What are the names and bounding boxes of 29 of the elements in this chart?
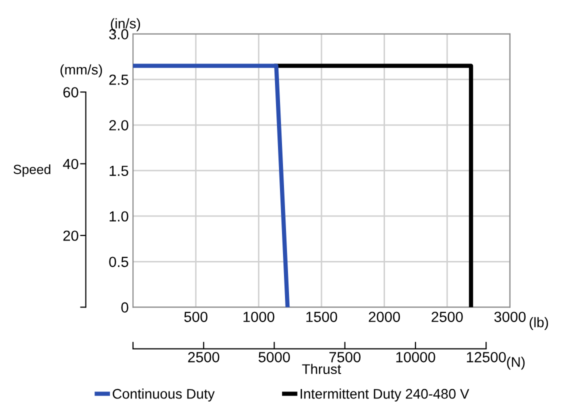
y-tick-label: 0 <box>121 302 128 313</box>
x-tick-label: 500 <box>184 312 208 322</box>
y-tick-label: 3.0 <box>109 29 128 40</box>
x-tick-label: 1000 <box>244 312 274 322</box>
x2-tick-label: 7500 <box>329 352 361 362</box>
y2-tick-label: 40 <box>62 158 78 170</box>
x2-tick-label: 12500 <box>466 352 506 362</box>
y-tick-label: 1.0 <box>110 211 128 222</box>
legend-label: Intermittent Duty 240-480 V <box>300 388 470 402</box>
x-tick-label: 2000 <box>368 312 400 322</box>
x2-tick-label: 10000 <box>396 352 436 362</box>
text: (N) <box>507 356 525 370</box>
y2-axis-title: Speed <box>14 164 50 177</box>
x-tick-label: 3000 <box>494 312 526 322</box>
x2-tick-label: 5000 <box>258 352 290 362</box>
y-tick-label: 0.5 <box>109 256 128 268</box>
y2-tick-label: 60 <box>63 87 78 98</box>
text: (mm/s) <box>60 64 102 78</box>
x-tick-label: 1500 <box>306 312 338 322</box>
y-tick-label: 1.5 <box>110 166 128 176</box>
x2-tick-label: 2500 <box>188 352 220 362</box>
y-tick-label: 2.0 <box>109 120 128 130</box>
x-axis-title: Thrust <box>302 364 342 374</box>
text: (lb) <box>530 317 548 330</box>
y2-tick-label: 20 <box>63 230 78 241</box>
y-tick-label: 2.5 <box>109 74 128 85</box>
legend-label: Continuous Duty <box>112 388 215 402</box>
text: (in/s) <box>110 18 140 32</box>
x-tick-label: 2500 <box>432 312 463 322</box>
